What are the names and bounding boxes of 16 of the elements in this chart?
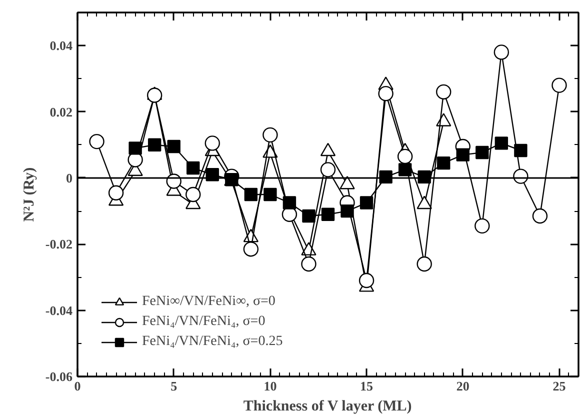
legend-label: FeNi₄/VN/FeNi₄, σ=0 xyxy=(142,314,266,330)
x-tick-label: 20 xyxy=(456,378,470,394)
x-axis-title: Thickness of V layer (ML) xyxy=(243,398,412,414)
x-tick-label: 15 xyxy=(360,378,374,394)
y-tick-label: -0.06 xyxy=(45,369,73,384)
x-tick-label: 5 xyxy=(170,378,178,394)
y-tick-label: -0.04 xyxy=(45,302,73,318)
y-tick-label: -0.02 xyxy=(45,236,73,252)
x-tick-label: 25 xyxy=(552,378,566,394)
y-axis-title: N²J (Ry) xyxy=(21,167,38,222)
y-tick-label: 0 xyxy=(66,170,72,186)
y-tick-label: 0.04 xyxy=(50,38,73,54)
y-tick-label: 0.02 xyxy=(50,104,72,120)
legend-label: FeNi₄/VN/FeNi₄, σ=0.25 xyxy=(142,334,283,350)
x-tick-label: 10 xyxy=(264,378,277,394)
legend-label: FeNi∞/VN/FeNi∞, σ=0 xyxy=(142,294,276,310)
